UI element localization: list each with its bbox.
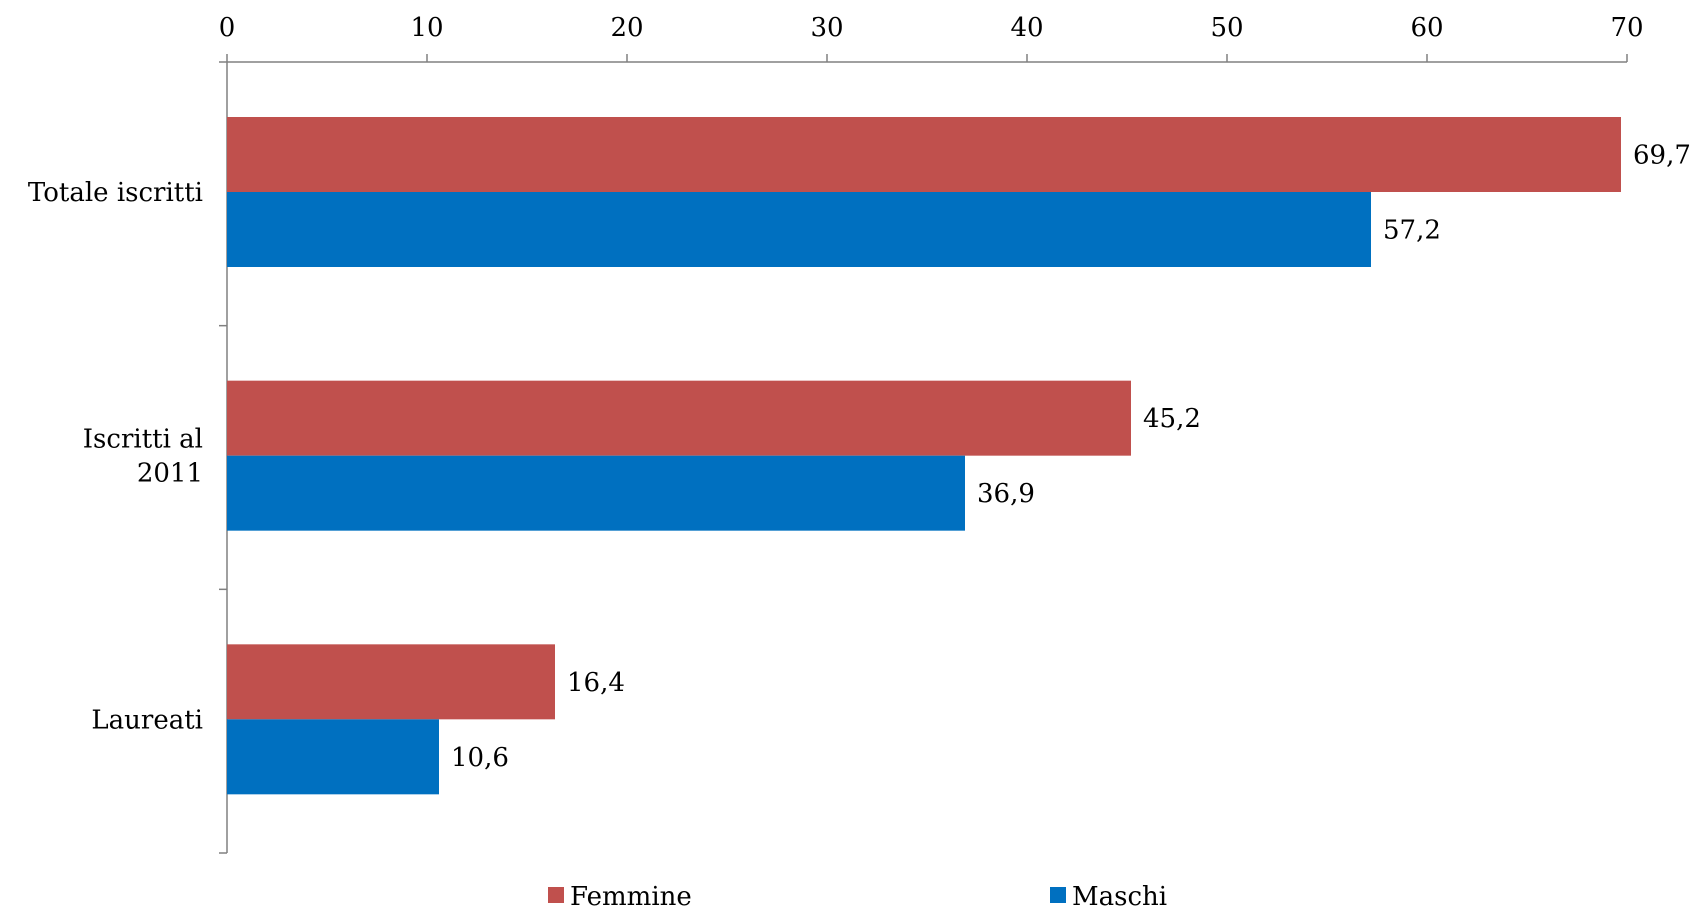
x-tick-label: 50 (1210, 13, 1243, 43)
x-tick-label: 60 (1410, 13, 1443, 43)
x-tick-label: 70 (1610, 13, 1643, 43)
category-label-line: Iscritti al (83, 425, 203, 455)
data-label: 36,9 (977, 479, 1035, 509)
bar-maschi-1 (227, 455, 965, 531)
chart-bars (227, 117, 1621, 795)
chart-labels: 69,7 57,2 Totale iscritti 45,2 36,9 Iscritti … (28, 141, 1691, 773)
x-tick-label: 20 (610, 13, 643, 43)
category-label-line: 2011 (137, 459, 203, 489)
bar-femmine-0 (227, 117, 1621, 192)
chart-axes: 0 10 20 30 40 50 60 70 (219, 13, 1644, 854)
legend-swatch-maschi (1050, 887, 1066, 903)
chart-legend: Femmine Maschi (548, 882, 1167, 912)
category-label-line: Totale iscritti (28, 178, 203, 208)
x-tick-label: 0 (219, 13, 236, 43)
category-label: Iscritti al 2011 (83, 425, 203, 489)
data-label: 69,7 (1633, 141, 1691, 171)
bar-maschi-2 (227, 719, 439, 795)
category-label: Laureati (91, 705, 203, 735)
category-label: Totale iscritti (28, 178, 203, 208)
bar-maschi-0 (227, 192, 1371, 267)
x-tick-label: 10 (410, 13, 443, 43)
legend-swatch-femmine (548, 887, 564, 903)
data-label: 16,4 (567, 668, 625, 698)
legend-label-femmine: Femmine (570, 882, 692, 912)
data-label: 10,6 (451, 743, 509, 773)
category-label-line: Laureati (91, 705, 203, 735)
data-label: 57,2 (1383, 216, 1441, 246)
legend-label-maschi: Maschi (1072, 882, 1167, 912)
bar-femmine-1 (227, 380, 1131, 456)
x-tick-label: 30 (810, 13, 843, 43)
bar-femmine-2 (227, 644, 555, 720)
x-tick-label: 40 (1010, 13, 1043, 43)
data-label: 45,2 (1143, 404, 1201, 434)
